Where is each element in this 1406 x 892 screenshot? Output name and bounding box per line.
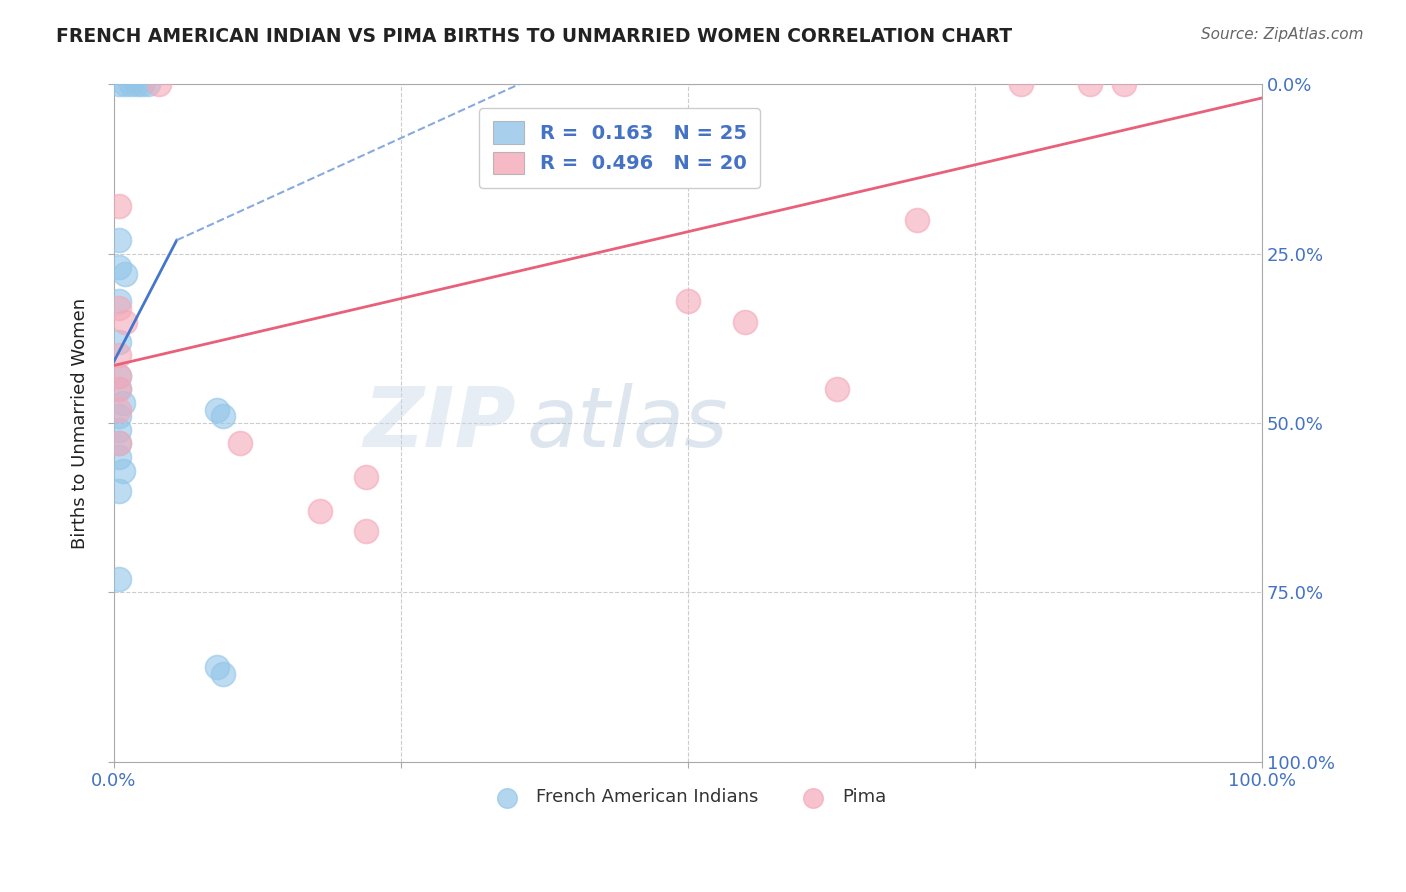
Point xyxy=(108,294,131,309)
Point xyxy=(1078,78,1101,92)
Y-axis label: Births to Unmarried Women: Births to Unmarried Women xyxy=(72,298,89,549)
Point xyxy=(108,402,131,417)
Point xyxy=(108,78,131,92)
Point xyxy=(108,436,131,450)
Point xyxy=(108,436,131,450)
Point xyxy=(108,334,131,349)
Point xyxy=(136,78,159,92)
Point xyxy=(211,409,233,424)
Text: atlas: atlas xyxy=(527,383,728,464)
Text: ZIP: ZIP xyxy=(363,383,516,464)
Point xyxy=(148,78,170,92)
Point xyxy=(114,267,136,281)
Point xyxy=(120,78,142,92)
Point xyxy=(125,78,148,92)
Point xyxy=(108,483,131,498)
Point xyxy=(309,504,332,518)
Point xyxy=(108,348,131,362)
Text: FRENCH AMERICAN INDIAN VS PIMA BIRTHS TO UNMARRIED WOMEN CORRELATION CHART: FRENCH AMERICAN INDIAN VS PIMA BIRTHS TO… xyxy=(56,27,1012,45)
Legend: French American Indians, Pima: French American Indians, Pima xyxy=(482,781,893,814)
Point xyxy=(108,382,131,396)
Point xyxy=(114,78,136,92)
Point xyxy=(131,78,153,92)
Point xyxy=(108,233,131,247)
Point xyxy=(111,396,134,410)
Point xyxy=(825,382,848,396)
Point xyxy=(108,382,131,396)
Point xyxy=(108,572,131,586)
Point xyxy=(205,660,228,674)
Point xyxy=(354,524,377,539)
Point xyxy=(108,301,131,315)
Point xyxy=(114,314,136,328)
Point xyxy=(1010,78,1032,92)
Point xyxy=(354,470,377,484)
Point xyxy=(108,199,131,213)
Point xyxy=(108,423,131,437)
Point xyxy=(108,409,131,424)
Text: Source: ZipAtlas.com: Source: ZipAtlas.com xyxy=(1201,27,1364,42)
Point xyxy=(205,402,228,417)
Point xyxy=(905,213,928,227)
Point xyxy=(229,436,252,450)
Point xyxy=(1112,78,1135,92)
Point xyxy=(676,294,699,309)
Point xyxy=(734,314,756,328)
Point xyxy=(108,260,131,275)
Point xyxy=(108,368,131,383)
Point xyxy=(211,666,233,681)
Point xyxy=(111,463,134,477)
Point xyxy=(108,450,131,464)
Point xyxy=(108,368,131,383)
